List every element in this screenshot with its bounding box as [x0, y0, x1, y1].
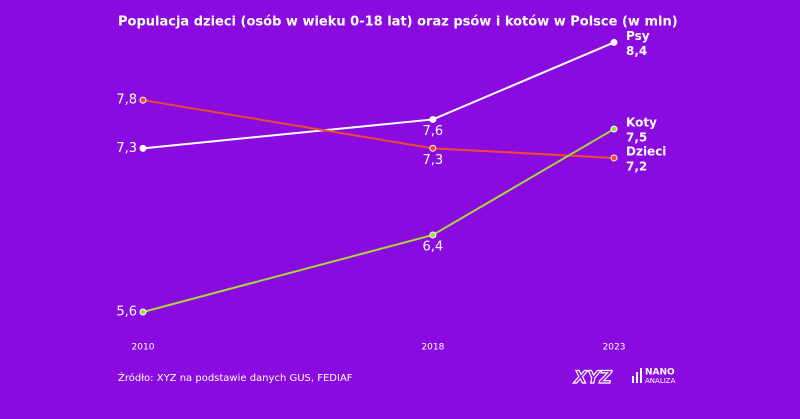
point — [139, 96, 147, 104]
value-label: 8,4 — [626, 44, 647, 58]
x-tick-label: 2023 — [603, 343, 626, 353]
logo-bar — [640, 368, 642, 383]
point — [610, 125, 618, 133]
legend-label: Dzieci — [626, 144, 666, 158]
value-label: 7,3 — [423, 153, 444, 168]
series-line — [142, 128, 615, 313]
series-line — [142, 41, 615, 150]
point — [610, 154, 618, 162]
point — [429, 115, 437, 123]
value-label: 7,5 — [626, 131, 647, 145]
source: Źródło: XYZ na podstawie danych GUS, FED… — [118, 371, 353, 384]
logo-bar — [632, 376, 634, 383]
value-label: 7,3 — [116, 141, 137, 156]
legend-label: Koty — [626, 116, 657, 130]
series-line — [142, 99, 615, 159]
value-label: 6,4 — [423, 239, 444, 254]
point — [139, 308, 147, 316]
point — [429, 231, 437, 239]
value-label: 7,8 — [116, 93, 137, 108]
logo-bar — [636, 372, 638, 383]
value-label: 7,2 — [626, 159, 647, 173]
legend-label: Psy — [626, 29, 650, 43]
logo-nano: NANO — [645, 368, 675, 378]
point — [429, 144, 437, 152]
point — [610, 38, 618, 46]
value-label: 7,6 — [423, 124, 444, 139]
chart-title: Populacja dzieci (osób w wieku 0-18 lat)… — [118, 15, 678, 30]
point — [139, 144, 147, 152]
x-tick-label: 2010 — [132, 343, 155, 353]
logo-xyz: XYZ — [573, 368, 612, 388]
nano-logo: NANO ANALIZA — [632, 368, 676, 385]
value-label: 5,6 — [116, 304, 137, 319]
x-tick-label: 2018 — [421, 343, 444, 353]
logo-analiza: ANALIZA — [645, 377, 676, 385]
